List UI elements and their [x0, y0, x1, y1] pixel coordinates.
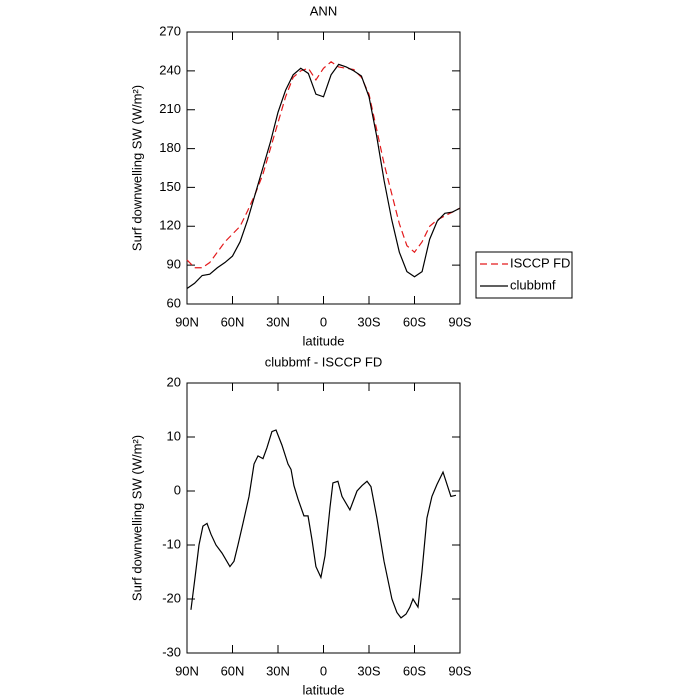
plot-frame — [186, 31, 461, 305]
x-tick-label: 30S — [357, 663, 380, 678]
x-axis-label: latitude — [303, 333, 345, 348]
x-tick-label: 30N — [266, 663, 290, 678]
x-tick-label: 60N — [221, 663, 245, 678]
plot-frame — [186, 382, 461, 654]
legend-label: clubbmf — [510, 277, 556, 292]
chart-title: ANN — [310, 3, 337, 18]
data-line — [190, 429, 457, 619]
x-tick-label: 0 — [320, 314, 327, 329]
data-line — [186, 63, 461, 289]
y-tick-label: -20 — [162, 590, 181, 605]
x-tick-label: 0 — [320, 663, 327, 678]
chart-title: clubbmf - ISCCP FD — [265, 354, 383, 369]
y-axis-label: Surf downwelling SW (W/m²) — [129, 85, 144, 251]
y-tick-label: 60 — [167, 295, 181, 310]
x-tick-label: 30S — [357, 314, 380, 329]
x-tick-label: 30N — [266, 314, 290, 329]
x-tick-label: 90N — [175, 663, 199, 678]
x-axis-label: latitude — [303, 682, 345, 697]
x-tick-label: 90S — [448, 663, 471, 678]
x-tick-label: 60S — [403, 314, 426, 329]
data-line — [186, 61, 461, 269]
y-axis-label: Surf downwelling SW (W/m²) — [129, 435, 144, 601]
legend-label: ISCCP FD — [510, 255, 570, 270]
y-tick-label: 0 — [174, 482, 181, 497]
y-tick-label: 90 — [167, 257, 181, 272]
legend: ISCCP FD clubbmf — [475, 251, 573, 299]
y-tick-label: 270 — [159, 23, 181, 38]
y-tick-label: 20 — [167, 374, 181, 389]
x-tick-label: 90N — [175, 314, 199, 329]
y-tick-label: -30 — [162, 644, 181, 659]
x-tick-label: 60N — [221, 314, 245, 329]
plot: ANN latitude Surf downwelling SW (W/m²) 60 9… — [129, 3, 573, 348]
plot: clubbmf - ISCCP FD latitude Surf downwelli… — [129, 354, 471, 697]
y-tick-label: 180 — [159, 140, 181, 155]
legend-box — [475, 251, 573, 299]
y-tick-label: 150 — [159, 179, 181, 194]
y-tick-label: 120 — [159, 218, 181, 233]
y-tick-label: -10 — [162, 536, 181, 551]
x-tick-label: 60S — [403, 663, 426, 678]
y-tick-label: 210 — [159, 101, 181, 116]
y-tick-label: 240 — [159, 62, 181, 77]
x-tick-label: 90S — [448, 314, 471, 329]
y-tick-label: 10 — [167, 428, 181, 443]
